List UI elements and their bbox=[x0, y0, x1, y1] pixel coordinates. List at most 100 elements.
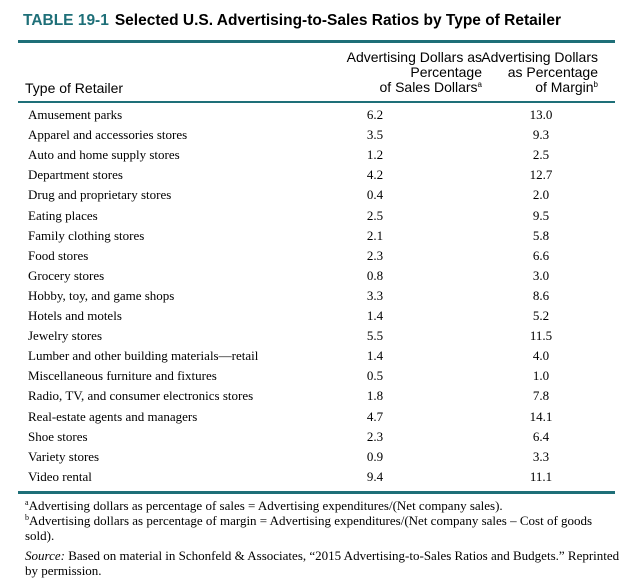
pct-of-margin-cell: 11.5 bbox=[529, 328, 553, 344]
pct-of-margin-cell: 9.5 bbox=[532, 207, 550, 223]
table-title: TABLE 19-1 Selected U.S. Advertising-to-S… bbox=[23, 12, 561, 30]
table-row: Family clothing stores 2.1 5.8 bbox=[0, 225, 633, 245]
pct-of-margin-cell: 11.1 bbox=[529, 468, 553, 484]
header-rule bbox=[18, 101, 615, 103]
pct-of-sales-cell: 2.3 bbox=[366, 247, 384, 263]
table-row: Hotels and motels 1.4 5.2 bbox=[0, 305, 633, 325]
retailer-type-cell: Shoe stores bbox=[28, 428, 88, 444]
footnote-b: bAdvertising dollars as percentage of ma… bbox=[25, 513, 620, 543]
table-number: TABLE 19-1 bbox=[23, 12, 109, 29]
table-row: Shoe stores 2.3 6.4 bbox=[0, 426, 633, 446]
retailer-type-cell: Video rental bbox=[28, 468, 92, 484]
pct-of-sales-cell: 0.8 bbox=[366, 267, 384, 283]
pct-of-margin-cell: 2.5 bbox=[532, 147, 550, 163]
pct-of-margin-cell: 6.4 bbox=[532, 428, 550, 444]
pct-of-margin-cell: 14.1 bbox=[529, 408, 553, 424]
pct-of-margin-cell: 7.8 bbox=[532, 388, 550, 404]
table-row: Real-estate agents and managers 4.7 14.1 bbox=[0, 406, 633, 426]
header-pct-of-margin: Advertising Dollars as Percentage of Mar… bbox=[478, 50, 598, 95]
pct-of-sales-cell: 6.2 bbox=[366, 107, 384, 122]
header-pct-of-margin-line1: Advertising Dollars bbox=[481, 49, 598, 65]
retailer-type-cell: Drug and proprietary stores bbox=[28, 187, 172, 203]
retailer-type-cell: Food stores bbox=[28, 247, 89, 263]
retailer-type-cell: Hobby, toy, and game shops bbox=[28, 287, 175, 303]
pct-of-sales-cell: 1.2 bbox=[366, 147, 384, 163]
header-pct-of-sales-line2: Percentage bbox=[410, 64, 482, 80]
header-pct-of-sales-line3: of Sales Dollarsa bbox=[306, 79, 483, 95]
pct-of-margin-cell: 12.7 bbox=[529, 167, 553, 183]
table-row: Lumber and other building materials—reta… bbox=[0, 345, 633, 365]
table-row: Auto and home supply stores 1.2 2.5 bbox=[0, 144, 633, 164]
footnote-marker-a: a bbox=[477, 80, 482, 89]
retailer-type-cell: Family clothing stores bbox=[28, 227, 145, 243]
table-row: Radio, TV, and consumer electronics stor… bbox=[0, 385, 633, 405]
table-row: Food stores 2.3 6.6 bbox=[0, 245, 633, 265]
table-row: Department stores 4.2 12.7 bbox=[0, 164, 633, 184]
retailer-type-cell: Jewelry stores bbox=[28, 328, 103, 344]
retailer-type-cell: Miscellaneous furniture and fixtures bbox=[28, 368, 217, 384]
header-pct-of-margin-line3-text: of Margin bbox=[535, 79, 594, 95]
table-title-bar: TABLE 19-1 Selected U.S. Advertising-to-S… bbox=[0, 0, 633, 44]
table-row: Grocery stores 0.8 3.0 bbox=[0, 265, 633, 285]
table-row: Video rental 9.4 11.1 bbox=[0, 466, 633, 486]
pct-of-margin-cell: 6.6 bbox=[532, 247, 550, 263]
table-notes: aAdvertising dollars as percentage of sa… bbox=[25, 498, 620, 578]
pct-of-sales-cell: 3.3 bbox=[366, 287, 384, 303]
pct-of-sales-cell: 3.5 bbox=[366, 127, 384, 143]
pct-of-sales-cell: 1.4 bbox=[366, 308, 384, 323]
retailer-type-cell: Real-estate agents and managers bbox=[28, 408, 198, 424]
pct-of-sales-cell: 0.5 bbox=[366, 368, 384, 384]
retailer-type-cell: Lumber and other building materials—reta… bbox=[28, 348, 259, 364]
pct-of-margin-cell: 13.0 bbox=[529, 107, 553, 122]
header-type-of-retailer: Type of Retailer bbox=[25, 80, 124, 96]
pct-of-margin-cell: 9.3 bbox=[532, 127, 550, 143]
table-row: Apparel and accessories stores 3.5 9.3 bbox=[0, 124, 633, 144]
header-pct-of-sales-line3-text: of Sales Dollars bbox=[379, 79, 478, 95]
pct-of-margin-cell: 5.8 bbox=[532, 227, 550, 243]
footnote-marker-b: b bbox=[593, 80, 598, 89]
footnote-b-text: Advertising dollars as percentage of mar… bbox=[25, 513, 593, 543]
header-pct-of-sales: Advertising Dollars as Percentage of Sal… bbox=[306, 50, 482, 95]
source-label: Source: bbox=[25, 548, 65, 563]
table-row: Hobby, toy, and game shops 3.3 8.6 bbox=[0, 285, 633, 305]
pct-of-sales-cell: 0.9 bbox=[366, 448, 384, 464]
header-pct-of-margin-line2: as Percentage bbox=[507, 64, 598, 80]
footnote-b-marker: b bbox=[25, 513, 29, 522]
pct-of-margin-cell: 5.2 bbox=[532, 308, 550, 323]
header-pct-of-margin-line3: of Marginb bbox=[478, 80, 598, 95]
pct-of-sales-cell: 5.5 bbox=[366, 328, 384, 344]
table-row: Jewelry stores 5.5 11.5 bbox=[0, 325, 633, 345]
table-row: Amusement parks 6.2 13.0 bbox=[0, 104, 633, 124]
table-row: Eating places 2.5 9.5 bbox=[0, 205, 633, 225]
pct-of-margin-cell: 3.3 bbox=[532, 448, 550, 464]
pct-of-margin-cell: 1.0 bbox=[532, 368, 550, 384]
footnote-a-text: Advertising dollars as percentage of sal… bbox=[28, 498, 503, 513]
pct-of-sales-cell: 0.4 bbox=[366, 187, 384, 203]
pct-of-margin-cell: 8.6 bbox=[532, 287, 550, 303]
retailer-type-cell: Apparel and accessories stores bbox=[28, 127, 188, 143]
header-pct-of-sales-line1: Advertising Dollars as bbox=[346, 49, 482, 65]
pct-of-sales-cell: 1.8 bbox=[366, 388, 384, 404]
pct-of-margin-cell: 4.0 bbox=[532, 348, 550, 364]
pct-of-sales-cell: 9.4 bbox=[366, 468, 384, 484]
retailer-type-cell: Eating places bbox=[28, 207, 98, 223]
footnote-a: aAdvertising dollars as percentage of sa… bbox=[25, 498, 620, 513]
table-row: Miscellaneous furniture and fixtures 0.5 1… bbox=[0, 365, 633, 385]
retailer-type-cell: Department stores bbox=[28, 167, 123, 183]
table-row: Drug and proprietary stores 0.4 2.0 bbox=[0, 184, 633, 204]
pct-of-sales-cell: 4.7 bbox=[366, 408, 384, 424]
retailer-type-cell: Amusement parks bbox=[28, 107, 123, 122]
source-note: Source: Based on material in Schonfeld &… bbox=[25, 548, 620, 578]
pct-of-sales-cell: 2.1 bbox=[366, 227, 384, 243]
pct-of-margin-cell: 3.0 bbox=[532, 267, 550, 283]
retailer-type-cell: Radio, TV, and consumer electronics stor… bbox=[28, 388, 254, 404]
bottom-rule bbox=[18, 491, 615, 494]
source-text: Based on material in Schonfeld & Associa… bbox=[25, 548, 620, 578]
table-row: Variety stores 0.9 3.3 bbox=[0, 446, 633, 466]
pct-of-sales-cell: 2.5 bbox=[366, 207, 384, 223]
table-title-text: Selected U.S. Advertising-to-Sales Ratio… bbox=[114, 12, 562, 29]
retailer-type-cell: Variety stores bbox=[28, 448, 100, 464]
pct-of-sales-cell: 2.3 bbox=[366, 428, 384, 444]
pct-of-margin-cell: 2.0 bbox=[532, 187, 550, 203]
retailer-type-cell: Hotels and motels bbox=[28, 308, 122, 323]
